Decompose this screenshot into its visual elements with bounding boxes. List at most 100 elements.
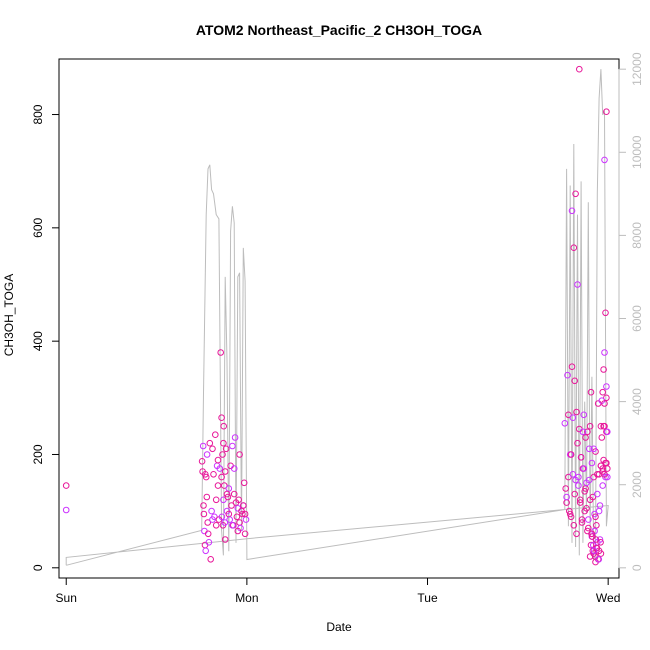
y2-tick-label: 4000 [630,388,644,415]
data-point [594,471,601,478]
data-point [595,507,603,515]
data-point [204,519,211,526]
data-point [585,445,593,453]
y2-tick-label: 8000 [630,222,644,249]
data-point [203,451,211,458]
data-point [583,505,590,512]
data-point [241,510,249,518]
data-point [218,513,226,521]
data-point [202,547,209,555]
data-point [576,499,584,506]
data-point [599,482,607,489]
data-point [228,502,235,509]
data-point [576,496,584,504]
data-point [580,411,588,419]
data-point [220,439,227,447]
data-point [222,445,230,453]
data-point [571,490,579,498]
data-point [204,530,212,538]
data-point [221,482,228,489]
data-point [576,65,583,73]
data-point [562,485,570,492]
data-point [581,488,589,495]
data-point [600,422,607,430]
data-point [241,530,249,538]
data-point [567,451,575,458]
data-point [570,522,578,529]
data-point [586,422,594,430]
y2-tick-label: 10000 [630,135,644,169]
data-point [223,490,231,498]
data-point [230,490,238,498]
data-point [596,536,604,543]
data-point [578,516,586,523]
data-point [601,349,608,356]
data-point [594,490,601,498]
data-point [573,530,580,538]
data-point [200,510,208,518]
data-point [212,431,219,439]
data-point [577,454,585,461]
data-point [584,428,591,436]
x-tick-label: Tue [417,591,438,605]
chart-title: ATOM2 Northeast_Pacific_2 CH3OH_TOGA [196,22,482,38]
data-point [569,471,577,478]
data-point [587,388,595,396]
data-point [216,465,224,472]
data-point [599,465,607,472]
data-point [217,349,224,356]
data-point [198,458,206,465]
data-point [234,527,242,535]
data-points-layer [62,65,611,566]
data-point [209,516,216,523]
y-tick-label: 800 [31,104,45,124]
data-point [565,411,572,419]
y-tick-label: 200 [31,444,45,464]
x-tick-label: Wed [596,591,620,605]
data-point [563,493,570,501]
data-point [221,468,229,475]
data-point [240,479,248,487]
y-tick-label: 400 [31,331,45,351]
data-point [603,459,610,467]
data-point [220,422,227,430]
data-point [592,536,600,543]
altitude-line-layer [65,69,609,566]
data-point [585,524,592,532]
data-point [593,522,600,529]
data-point [602,473,609,481]
data-point [575,482,582,489]
data-point [205,539,213,546]
axes-layer: Sun Mon Tue Wed0200400600800020004000600080… [31,52,644,605]
x-axis-label: Date [326,620,352,634]
data-point [200,502,207,509]
x-tick-label: Sun [56,591,77,605]
data-point [568,207,576,215]
data-point [62,482,70,489]
y2-tick-label: 2000 [630,471,644,498]
x-tick-label: Mon [235,591,258,605]
data-point [603,394,610,402]
data-point [214,456,222,464]
data-point [62,506,70,514]
data-point [601,471,608,478]
y-axis-label: CH3OH_TOGA [2,274,16,356]
data-point [218,473,225,481]
data-point [597,550,605,557]
data-point [587,541,595,549]
data-point [597,422,605,430]
data-point [229,522,236,529]
data-point [590,445,598,453]
data-point [591,510,598,518]
plot-frame [58,58,620,579]
data-point [208,507,215,515]
data-point [585,516,592,523]
data-point [564,371,571,379]
data-point [579,428,587,436]
data-point [575,473,582,481]
data-point [201,527,208,535]
y-tick-label: 0 [31,564,45,571]
data-point [231,434,239,441]
data-point [604,428,611,436]
data-point [226,516,233,523]
